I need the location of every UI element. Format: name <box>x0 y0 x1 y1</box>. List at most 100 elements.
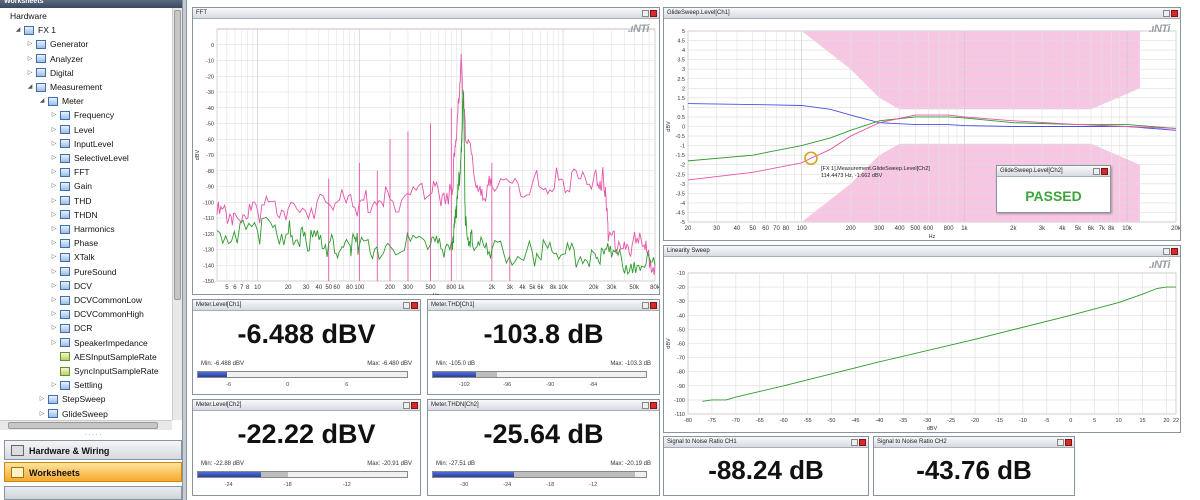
tree-node[interactable]: ▷ Harmonics <box>50 222 115 236</box>
expand-toggle-icon[interactable]: ▷ <box>27 69 33 76</box>
expand-toggle-icon[interactable]: ▷ <box>51 155 57 161</box>
close-icon[interactable] <box>650 402 657 409</box>
restore-icon[interactable] <box>642 10 649 17</box>
expand-toggle-icon[interactable]: ▷ <box>51 169 57 176</box>
expand-toggle-icon[interactable]: ▷ <box>51 126 57 133</box>
tree-node[interactable]: ▷ DCR <box>50 321 93 335</box>
expand-toggle-icon[interactable]: ◢ <box>15 27 21 34</box>
fft-chart[interactable]: 0 -10 -20 -30 -40 -50 -60 -70 -80 -90 -100 -110 -120… <box>193 19 661 299</box>
y-tick-label: -10 <box>206 59 214 65</box>
expand-toggle-icon[interactable]: ▷ <box>51 112 57 119</box>
expand-toggle-icon[interactable]: ▷ <box>51 240 57 247</box>
close-icon[interactable] <box>859 439 866 446</box>
tooltip-line1: [FX 1].Measurement.GlideSweep.Level[Ch2] <box>821 166 930 172</box>
tree-node[interactable]: ▷ Phase <box>50 236 98 250</box>
tree-node[interactable]: ▷ PureSound <box>50 265 117 279</box>
tree-node[interactable]: ▷ Generator <box>26 37 89 51</box>
tree-node[interactable]: ▷ Frequency <box>50 108 114 122</box>
close-icon[interactable] <box>1101 168 1108 175</box>
expand-toggle-icon[interactable]: ▷ <box>27 41 33 48</box>
tree-node[interactable]: Hardware <box>2 9 47 23</box>
restore-icon[interactable] <box>642 402 649 409</box>
tree-node[interactable]: ▷ Level <box>50 123 95 137</box>
tree-node[interactable]: ◢ Measurement <box>26 80 102 94</box>
close-icon[interactable] <box>1171 248 1178 255</box>
tree-node-label: Frequency <box>74 110 115 121</box>
expand-toggle-icon[interactable]: ▷ <box>51 311 57 318</box>
tree-node[interactable]: ◢ FX 1 <box>14 23 56 37</box>
restore-icon[interactable] <box>1163 248 1170 255</box>
tree-node[interactable]: ▷ StepSweep <box>38 392 106 406</box>
tree-node[interactable]: ▷ THDN <box>50 208 98 222</box>
restore-icon[interactable] <box>1093 168 1100 175</box>
restore-icon[interactable] <box>1057 439 1064 446</box>
close-icon[interactable] <box>650 10 657 17</box>
x-tick-label: 3k <box>1039 226 1046 232</box>
splitter-grip[interactable]: · · · · · <box>84 432 102 438</box>
tree-node[interactable]: ▷ FFT <box>50 165 90 179</box>
linearity-sweep-chart[interactable]: -10-20-30-40-50-60-70-80-90-100-110-80 -7… <box>664 257 1180 433</box>
scrollbar-thumb[interactable] <box>8 422 158 429</box>
tree-node[interactable]: ▷ DCVCommonLow <box>50 293 142 307</box>
expand-toggle-icon[interactable]: ▷ <box>51 297 57 303</box>
meter-bar <box>432 471 647 478</box>
tree-node[interactable]: ▷ Settling <box>50 378 103 392</box>
scrollbar-thumb[interactable] <box>174 10 181 300</box>
tree-node[interactable]: ▷ Gain <box>50 179 92 193</box>
restore-icon[interactable] <box>642 302 649 309</box>
tree-node[interactable]: ▷ THD <box>50 194 92 208</box>
tree-node[interactable]: ▷ DCV <box>50 279 92 293</box>
expand-toggle-icon[interactable]: ▷ <box>51 183 57 190</box>
tree-node[interactable]: ▷ GlideSweep <box>38 407 108 420</box>
close-icon[interactable] <box>411 402 418 409</box>
tree-node[interactable]: ▷ SpeakerImpedance <box>50 336 148 350</box>
close-icon[interactable] <box>1171 10 1178 17</box>
x-tick-label: -70 <box>732 418 740 424</box>
expand-toggle-icon[interactable]: ▷ <box>51 254 57 261</box>
restore-icon[interactable] <box>1163 10 1170 17</box>
expand-toggle-icon[interactable]: ▷ <box>39 410 45 417</box>
restore-icon[interactable] <box>403 302 410 309</box>
meter-max: Max: -6.480 dBV <box>367 361 412 367</box>
expand-toggle-icon[interactable]: ◢ <box>27 84 33 90</box>
expand-toggle-icon[interactable]: ▷ <box>51 197 57 204</box>
close-icon[interactable] <box>650 302 657 309</box>
x-tick-label: 5 <box>1093 418 1096 424</box>
restore-icon[interactable] <box>403 402 410 409</box>
worksheet-table-icon <box>60 181 70 191</box>
expand-toggle-icon[interactable]: ▷ <box>39 396 45 403</box>
tree-node[interactable]: ▷ DCVCommonHigh <box>50 307 144 321</box>
expand-toggle-icon[interactable]: ▷ <box>51 140 57 147</box>
x-tick-label: -80 <box>684 418 692 424</box>
tree-node[interactable]: ▷ XTalk <box>50 250 95 264</box>
expand-toggle-icon[interactable]: ◢ <box>39 98 45 105</box>
tree-node[interactable]: ▷ InputLevel <box>50 137 114 151</box>
tree-node[interactable]: ▷ Analyzer <box>26 52 83 66</box>
x-tick-label: 600 <box>923 226 934 232</box>
nav-worksheets[interactable]: Worksheets <box>4 462 182 482</box>
value-icon <box>60 352 70 362</box>
snr-ch2: Signal to Noise Ratio CH2 -43.76 dB <box>873 436 1075 496</box>
tree-node[interactable]: AESInputSampleRate <box>50 350 157 364</box>
y-tick-label: -20 <box>206 74 214 80</box>
restore-icon[interactable] <box>851 439 858 446</box>
expand-toggle-icon[interactable]: ▷ <box>51 268 57 275</box>
tree-node[interactable]: SyncInputSampleRate <box>50 364 159 378</box>
expand-toggle-icon[interactable]: ▷ <box>51 325 57 332</box>
tree-horizontal-scrollbar[interactable] <box>0 420 172 430</box>
close-icon[interactable] <box>411 302 418 309</box>
expand-toggle-icon[interactable]: ▷ <box>51 339 57 346</box>
expand-toggle-icon[interactable]: ▷ <box>51 382 57 389</box>
tree-node[interactable]: ▷ SelectiveLevel <box>50 151 129 165</box>
tree-node-label: DCV <box>74 280 92 291</box>
nav-hardware-wiring[interactable]: Hardware & Wiring <box>4 440 182 460</box>
expand-toggle-icon[interactable]: ▷ <box>51 226 57 232</box>
tree-node[interactable]: ◢ Meter <box>38 94 84 108</box>
tree-vertical-scrollbar[interactable] <box>172 8 182 420</box>
tree-node[interactable]: ▷ Digital <box>26 66 74 80</box>
expand-toggle-icon[interactable]: ▷ <box>51 282 57 289</box>
meter-level-ch2: Meter.Level[Ch2] -22.22 dBV Min: -22.88 dB… <box>192 399 421 496</box>
expand-toggle-icon[interactable]: ▷ <box>27 55 33 62</box>
expand-toggle-icon[interactable]: ▷ <box>51 211 57 218</box>
close-icon[interactable] <box>1065 439 1072 446</box>
